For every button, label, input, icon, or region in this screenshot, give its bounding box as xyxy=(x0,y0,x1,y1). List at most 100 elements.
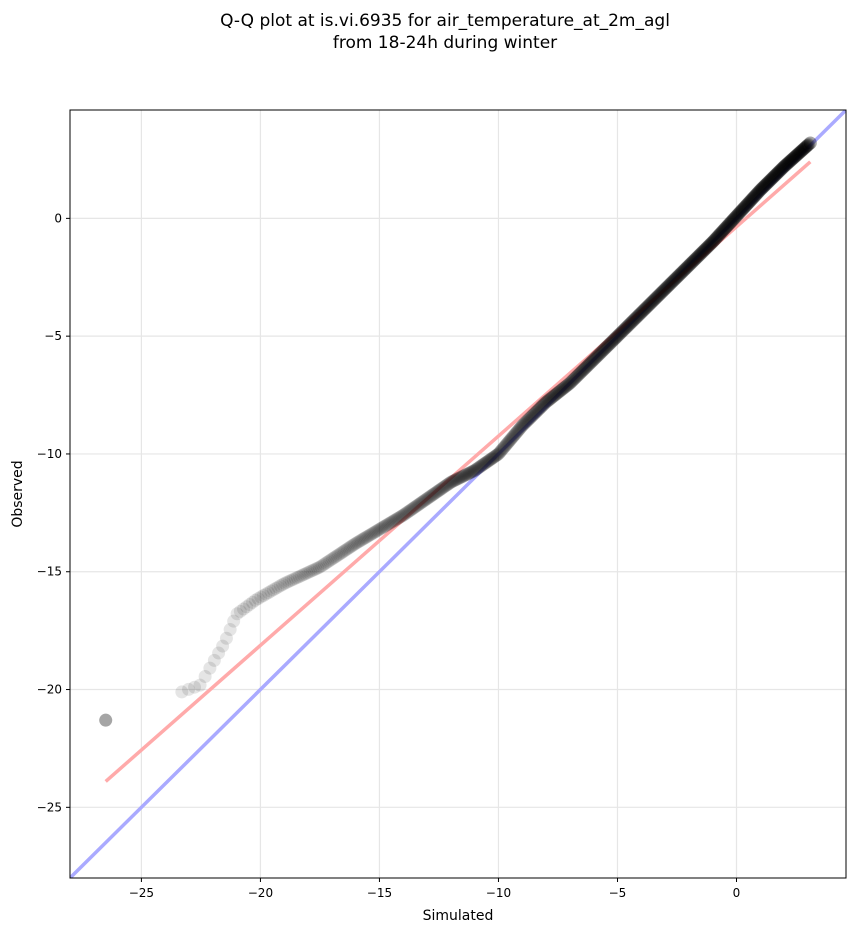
data-point xyxy=(276,577,290,591)
data-point xyxy=(493,445,507,459)
data-point xyxy=(517,417,531,431)
data-point xyxy=(794,144,808,158)
data-point xyxy=(650,290,664,304)
data-point xyxy=(650,290,664,304)
data-point xyxy=(669,271,683,285)
data-point xyxy=(357,532,371,546)
data-point xyxy=(576,363,590,377)
data-point xyxy=(599,341,613,355)
data-point xyxy=(718,222,732,236)
data-point xyxy=(581,358,595,372)
data-point xyxy=(424,489,438,503)
data-point xyxy=(701,239,715,253)
data-point xyxy=(731,207,745,221)
data-point xyxy=(716,223,730,237)
data-point xyxy=(645,295,659,309)
data-point xyxy=(636,304,650,318)
data-point xyxy=(430,485,444,499)
data-point xyxy=(536,399,550,413)
data-point xyxy=(692,249,706,263)
data-point xyxy=(567,372,581,386)
data-point xyxy=(539,395,553,409)
data-point xyxy=(663,278,677,292)
data-point xyxy=(492,446,506,460)
data-point xyxy=(753,183,767,197)
data-point xyxy=(799,140,813,154)
data-point xyxy=(697,243,711,257)
data-point xyxy=(796,143,810,157)
data-point xyxy=(526,408,540,422)
data-point xyxy=(496,441,510,455)
data-point xyxy=(787,151,801,165)
data-point xyxy=(783,155,797,169)
data-point xyxy=(700,240,714,254)
data-point xyxy=(551,386,565,400)
data-point xyxy=(472,460,486,474)
data-point xyxy=(699,242,713,256)
data-point xyxy=(778,159,792,173)
data-point xyxy=(795,144,809,158)
data-point xyxy=(675,265,689,279)
data-point xyxy=(371,523,385,537)
data-point xyxy=(605,334,619,348)
data-point xyxy=(529,405,543,419)
data-point xyxy=(422,491,436,505)
data-point xyxy=(592,347,606,361)
data-point xyxy=(368,525,382,539)
data-point xyxy=(405,502,419,516)
plot-frame xyxy=(69,109,847,879)
data-point xyxy=(237,602,251,616)
data-point xyxy=(803,136,817,150)
data-point xyxy=(681,260,695,274)
data-point xyxy=(578,361,592,375)
x-tick-label: −15 xyxy=(367,886,392,900)
data-point xyxy=(740,198,754,212)
data-point xyxy=(612,328,626,342)
data-point xyxy=(619,321,633,335)
data-point xyxy=(519,415,533,429)
data-point xyxy=(678,262,692,276)
data-point xyxy=(348,537,362,551)
data-point xyxy=(207,653,221,667)
data-point xyxy=(321,555,335,569)
data-point xyxy=(763,173,777,187)
data-point xyxy=(577,362,591,376)
data-point xyxy=(772,164,786,178)
data-point xyxy=(758,178,772,192)
data-point xyxy=(672,268,686,282)
data-point xyxy=(425,489,439,503)
data-point xyxy=(764,173,778,187)
data-point xyxy=(382,517,396,531)
data-point xyxy=(743,195,757,209)
data-point xyxy=(660,280,674,294)
data-point xyxy=(646,294,660,308)
data-point xyxy=(661,279,675,293)
data-point xyxy=(588,351,602,365)
data-point xyxy=(618,322,632,336)
data-point xyxy=(256,589,270,603)
data-point xyxy=(707,233,721,247)
data-point xyxy=(694,247,708,261)
data-point xyxy=(467,464,481,478)
data-point xyxy=(767,170,781,184)
data-point xyxy=(635,305,649,319)
data-point xyxy=(557,381,571,395)
data-point xyxy=(647,293,661,307)
data-point xyxy=(312,560,326,574)
data-point xyxy=(747,190,761,204)
data-point xyxy=(730,208,744,222)
data-point xyxy=(302,565,316,579)
data-point xyxy=(737,201,751,215)
data-point xyxy=(617,323,631,337)
data-point xyxy=(593,346,607,360)
data-point xyxy=(587,353,601,367)
data-point xyxy=(584,355,598,369)
data-point xyxy=(732,207,746,221)
data-point xyxy=(776,160,790,174)
data-point xyxy=(453,471,467,485)
data-point xyxy=(481,454,495,468)
data-point xyxy=(198,669,212,683)
data-point xyxy=(588,352,602,366)
data-point xyxy=(546,389,560,403)
x-axis-ticks: −25 −20 −15 −10 −5 0 xyxy=(129,878,740,900)
